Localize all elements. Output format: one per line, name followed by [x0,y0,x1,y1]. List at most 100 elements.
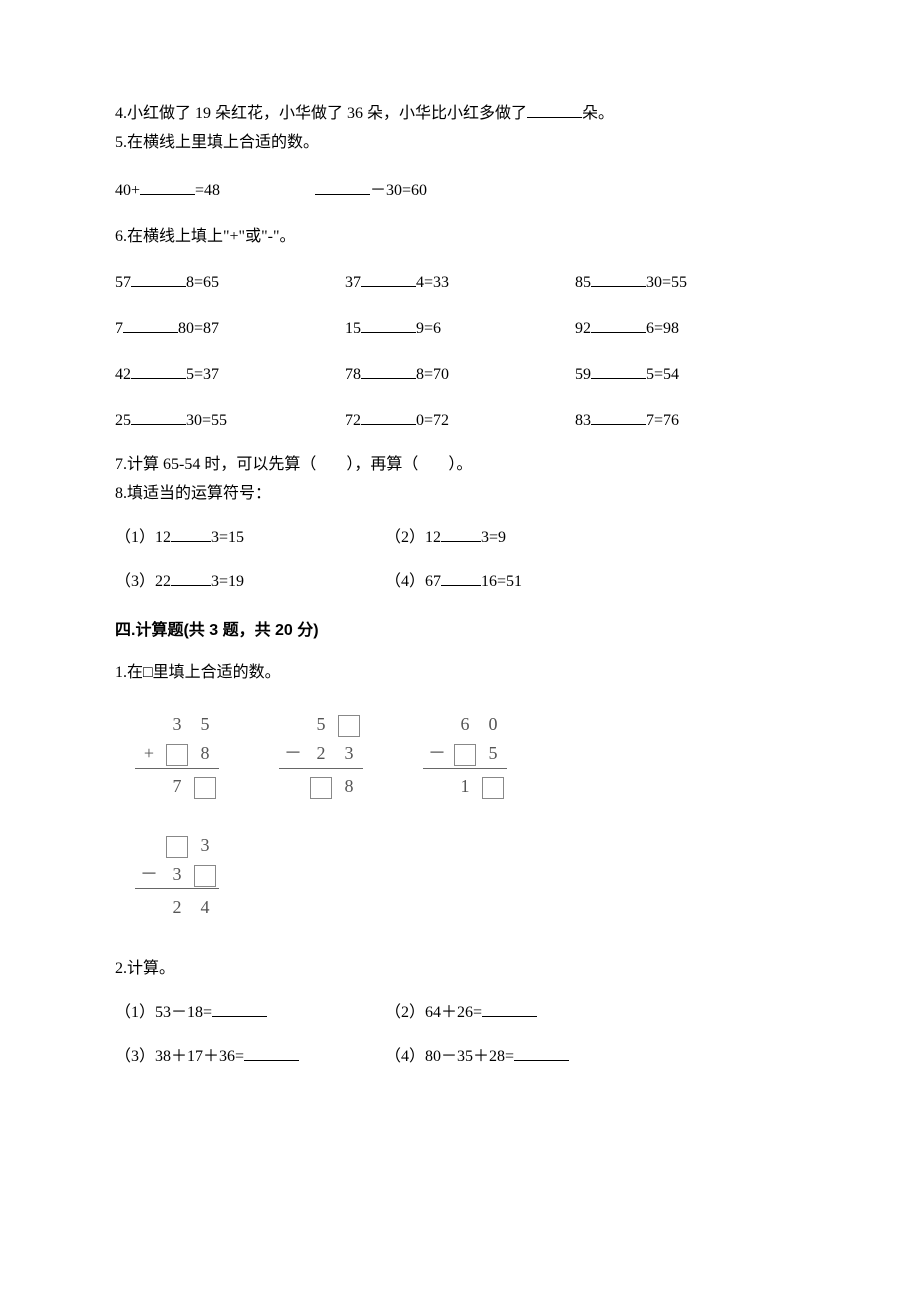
q8-row-2: （3）223=19 （4）67 16=51 [115,568,805,594]
q6-r3c2a: 78 [345,366,361,383]
q6-r4c1a: 25 [115,412,131,429]
q6-r1c1b: 8=65 [186,274,219,291]
q6-r1c3: 8530=55 [575,269,805,295]
q6-r3c1: 42 5=37 [115,361,345,387]
q6-blank-r4c1[interactable] [131,407,186,425]
box-blank[interactable] [454,744,476,766]
vertical-problem-2: 60－51 [423,710,507,801]
s4q2-p4: （4）80－35＋28= [385,1043,655,1069]
section-4-title-text: 四.计算题(共 3 题，共 20 分) [115,622,319,639]
q8-row-1: （1）12 3=15 （2）12 3=9 [115,524,805,550]
box-blank[interactable] [166,744,188,766]
vertical-problem-3: 3－324 [135,831,219,922]
q6-blank-r4c2[interactable] [361,407,416,425]
box-blank[interactable] [166,836,188,858]
question-4: 4.小红做了 19 朵红花，小华做了 36 朵，小华比小红多做了朵。 [115,100,805,126]
q6-blank-r2c1[interactable] [123,315,178,333]
q6-r3c2b: 8=70 [416,366,449,383]
q6-blank-r1c1[interactable] [131,269,186,287]
q8-p4a: （4）67 [385,573,441,590]
s4q2-p3-text: （3）38＋17＋36= [115,1048,244,1065]
box-blank[interactable] [338,715,360,737]
q6-r4c3b: 7=76 [646,412,679,429]
q6-r1c2b: 4=33 [416,274,449,291]
q6-r4c2b: 0=72 [416,412,449,429]
q5-p2a: －30=60 [370,182,427,199]
q6-r2c1b: 80=87 [178,320,219,337]
q6-r3c3b: 5=54 [646,366,679,383]
s4q2-blank-4[interactable] [514,1043,569,1061]
q6-row-4: 2530=55 720=72 837=76 [115,407,805,433]
q6-blank-r3c3[interactable] [591,361,646,379]
question-6-title: 6.在横线上填上"+"或"-"。 [115,225,805,249]
q4-text-b: 朵。 [582,105,614,122]
s4q1-row-1: 35+875－23860－51 [115,710,805,801]
box-blank[interactable] [310,777,332,799]
q8-blank-1[interactable] [171,524,211,542]
question-5-title: 5.在横线上里填上合适的数。 [115,131,805,155]
q6-row-3: 42 5=37 78 8=70 59 5=54 [115,361,805,387]
q5-blank-1[interactable] [140,177,195,195]
s4q2-p3: （3）38＋17＋36= [115,1043,385,1069]
q6-r2c1: 780=87 [115,315,345,341]
box-blank[interactable] [194,777,216,799]
q6-r3c1b: 5=37 [186,366,219,383]
q6-r4c3a: 83 [575,412,591,429]
q8-p4b: 16=51 [481,573,522,590]
q5-title-text: 5.在横线上里填上合适的数。 [115,134,319,151]
q6-r3c1a: 42 [115,366,131,383]
q6-blank-r1c3[interactable] [591,269,646,287]
q6-r2c3b: 6=98 [646,320,679,337]
q6-row-1: 578=65 374=33 8530=55 [115,269,805,295]
q6-blank-r1c2[interactable] [361,269,416,287]
box-blank[interactable] [194,865,216,887]
q6-row-2: 780=87 159=6 926=98 [115,315,805,341]
q6-r3c2: 78 8=70 [345,361,575,387]
q6-blank-r2c3[interactable] [591,315,646,333]
q6-title-text: 6.在横线上填上"+"或"-"。 [115,228,295,245]
q8-p3: （3）223=19 [115,568,385,594]
q6-r1c2a: 37 [345,274,361,291]
q8-p4: （4）67 16=51 [385,568,655,594]
question-8-title: 8.填适当的运算符号： [115,482,805,506]
q6-r3c3a: 59 [575,366,591,383]
q6-r2c2: 159=6 [345,315,575,341]
s4q2-p2: （2）64＋26= [385,999,655,1025]
q5-p1a: 40+ [115,182,140,199]
q6-r2c2a: 15 [345,320,361,337]
s4q1-title: 1.在□里填上合适的数。 [115,661,805,685]
q8-blank-4[interactable] [441,568,481,586]
q5-item-2: －30=60 [315,177,805,203]
s4q2-p4-text: （4）80－35＋28= [385,1048,514,1065]
q7-text-b: ），再算（ [346,456,418,473]
q5-blank-2[interactable] [315,177,370,195]
q5-p1b: =48 [195,182,220,199]
s4q2-blank-1[interactable] [212,999,267,1017]
q8-blank-2[interactable] [441,524,481,542]
s4q2-blank-3[interactable] [244,1043,299,1061]
q8-p1a: （1）12 [115,529,171,546]
vertical-problem-1: 5－238 [279,710,363,801]
q6-r4c2: 720=72 [345,407,575,433]
q8-p1b: 3=15 [211,529,244,546]
q6-blank-r3c2[interactable] [361,361,416,379]
q6-blank-r3c1[interactable] [131,361,186,379]
box-blank[interactable] [482,777,504,799]
q7-text-c: ）。 [448,456,472,473]
s4q2-blank-2[interactable] [482,999,537,1017]
q6-blank-r2c2[interactable] [361,315,416,333]
s4q2-title-text: 2.计算。 [115,960,175,977]
q6-r4c3: 83 7=76 [575,407,805,433]
q4-blank[interactable] [527,100,582,118]
q8-blank-3[interactable] [171,568,211,586]
q8-p2b: 3=9 [481,529,506,546]
q6-r1c3a: 85 [575,274,591,291]
q5-row: 40+ =48 －30=60 [115,177,805,203]
q6-blank-r4c3[interactable] [591,407,646,425]
q7-text-a: 7.计算 65‐54 时，可以先算（ [115,456,316,473]
q5-item-1: 40+ =48 [115,177,315,203]
s4q2-title: 2.计算。 [115,957,805,981]
s4q2-p2-text: （2）64＋26= [385,1004,482,1021]
q8-p2a: （2）12 [385,529,441,546]
q8-title-text: 8.填适当的运算符号： [115,485,271,502]
